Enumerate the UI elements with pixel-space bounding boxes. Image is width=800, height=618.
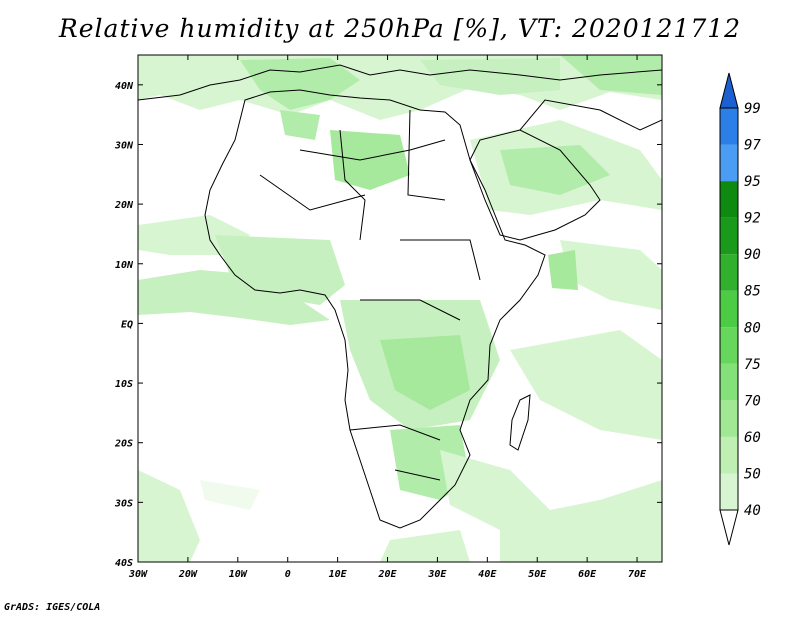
lat-tick-label: 40N xyxy=(115,81,134,92)
grads-credit: GrADS: IGES/COLA xyxy=(4,602,101,613)
coastlines xyxy=(138,64,662,529)
colorbar-top-arrow xyxy=(719,72,739,109)
lat-tick-label: 10N xyxy=(115,260,134,271)
colorbar-label: 50 xyxy=(744,466,761,482)
colorbar-box xyxy=(720,473,738,510)
colorbar-label: 97 xyxy=(744,138,761,154)
lon-tick-label: 50E xyxy=(528,569,547,580)
plot-frame xyxy=(137,54,663,563)
lon-tick-label: 60E xyxy=(578,569,597,580)
colorbar-box xyxy=(720,290,738,328)
lon-tick-label: 30W xyxy=(128,569,148,580)
lon-tick-label: 30E xyxy=(427,569,447,580)
colorbar-box xyxy=(720,108,738,145)
humidity-field xyxy=(138,55,662,562)
colorbar-label: 90 xyxy=(744,247,761,263)
colorbar-box xyxy=(720,436,738,474)
lon-tick-label: 20E xyxy=(377,569,397,580)
lat-tick-label: 30S xyxy=(114,498,133,509)
lon-tick-label: 40E xyxy=(478,569,497,580)
colorbar-label: 92 xyxy=(744,211,761,227)
colorbar-box xyxy=(720,181,738,218)
colorbar-label: 95 xyxy=(744,174,761,190)
axis-ticks: 30W 20W 10W 0 10E 20E 30E 40E 50E 60E 70E 40N 30N 20N… xyxy=(114,55,662,580)
colorbar-box xyxy=(720,327,738,364)
lat-tick-label: 20N xyxy=(114,200,134,211)
colorbar-label: 85 xyxy=(744,284,761,300)
lon-tick-label: 10W xyxy=(229,569,248,580)
lon-tick-label: 70E xyxy=(628,569,647,580)
lon-tick-label: 0 xyxy=(285,569,291,580)
colorbar-box xyxy=(720,144,738,182)
lat-tick-label: 40S xyxy=(115,558,133,569)
lon-tick-label: 20W xyxy=(178,569,198,580)
colorbar-box xyxy=(720,400,738,437)
colorbar-label: 99 xyxy=(744,101,761,117)
colorbar-label: 80 xyxy=(744,320,761,336)
colorbar-bottom-arrow xyxy=(719,509,739,546)
colorbar-label: 70 xyxy=(744,393,761,409)
colorbar: 40 50 60 70 75 80 85 90 92 95 97 99 xyxy=(719,72,761,546)
colorbar-box xyxy=(720,217,738,255)
colorbar-label: 75 xyxy=(744,357,761,373)
lat-tick-label: 20S xyxy=(114,439,133,450)
colorbar-label: 40 xyxy=(744,503,761,519)
lat-tick-label: EQ xyxy=(121,319,133,330)
lon-tick-label: 10E xyxy=(329,569,348,580)
colorbar-frame xyxy=(719,107,739,511)
map-title: Relative humidity at 250hPa [%], VT: 202… xyxy=(58,14,742,43)
lat-tick-label: 30N xyxy=(114,140,134,151)
lat-tick-label: 10S xyxy=(115,379,133,390)
colorbar-box xyxy=(720,363,738,401)
colorbar-box xyxy=(720,254,738,291)
colorbar-label: 60 xyxy=(744,430,761,446)
